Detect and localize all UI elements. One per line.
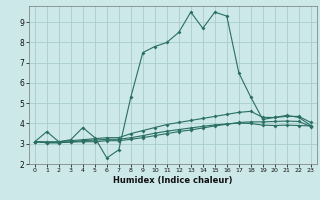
X-axis label: Humidex (Indice chaleur): Humidex (Indice chaleur)	[113, 176, 233, 185]
